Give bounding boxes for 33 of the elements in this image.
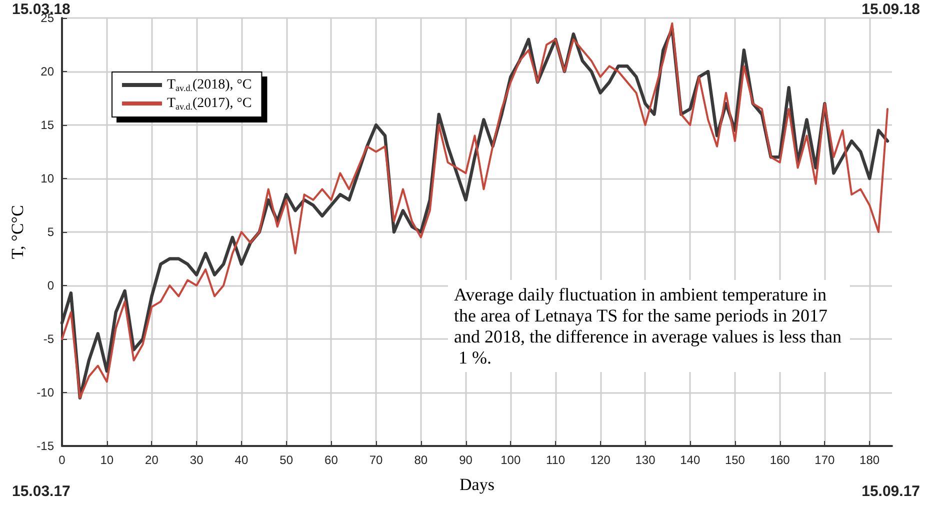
- text: 15.03.17: [12, 483, 70, 500]
- x-tick-label: 90: [459, 453, 473, 467]
- x-tick-label: 50: [280, 453, 294, 467]
- x-tick-label: 100: [500, 453, 521, 467]
- x-tick-label: 140: [680, 453, 700, 467]
- y-tick-label: 15: [40, 118, 54, 132]
- y-tick-label: 20: [40, 64, 54, 78]
- y-axis-title: T, °C°C: [8, 205, 27, 259]
- y-tick-label: 0: [47, 278, 54, 292]
- annotation: 15.09.18: [862, 1, 920, 18]
- y-tick-label: 10: [40, 172, 54, 186]
- x-tick-label: 0: [58, 453, 66, 467]
- x-tick-label: 170: [814, 453, 836, 467]
- x-axis-title: Days: [460, 475, 494, 494]
- text: 15.09.17: [862, 483, 920, 500]
- x-tick-label: 110: [546, 453, 566, 467]
- y-tick-label: -15: [36, 439, 54, 453]
- x-tick-label: 150: [724, 453, 746, 467]
- y-tick-label: -10: [36, 386, 54, 400]
- y-tick-label: 5: [47, 225, 54, 239]
- x-tick-label: 120: [590, 453, 611, 467]
- x-tick-label: 40: [234, 453, 248, 467]
- x-tick-label: 160: [770, 453, 790, 467]
- x-tick-label: 60: [324, 453, 338, 467]
- x-tick-label: 70: [369, 453, 384, 467]
- x-tick-label: 130: [635, 453, 656, 467]
- x-tick-label: 20: [145, 453, 159, 467]
- x-tick-label: 10: [100, 453, 114, 467]
- x-tick-label: 180: [860, 453, 880, 467]
- x-tick-label: 30: [190, 453, 204, 467]
- x-tick-label: 80: [414, 453, 428, 467]
- annotation: Average daily fluctuation in ambient temperature in the area of Letnaya TS for the same periods in 2017 and 2018, the difference in average values is less than 1 %.: [454, 284, 842, 368]
- y-tick-label: -5: [43, 332, 54, 346]
